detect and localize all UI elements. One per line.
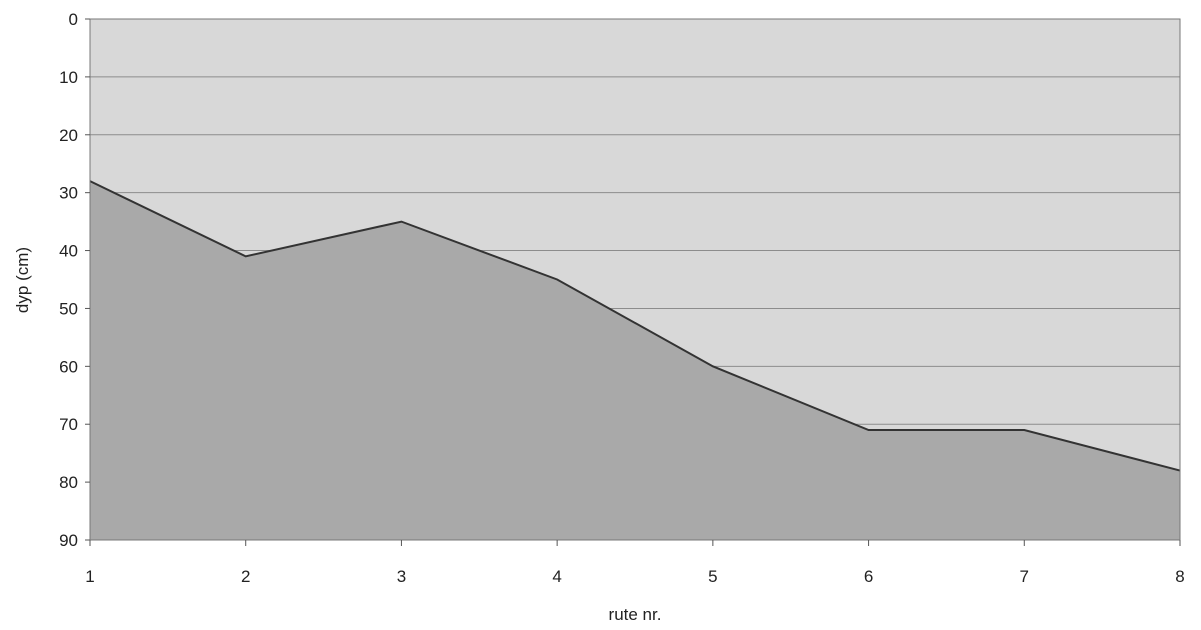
plot-frame <box>89 18 1181 541</box>
x-tick-label: 2 <box>241 567 250 586</box>
y-axis-title: dyp (cm) <box>13 247 32 313</box>
x-tick-label: 3 <box>397 567 406 586</box>
y-tick-label: 20 <box>59 126 78 145</box>
x-axis-title: rute nr. <box>609 605 662 624</box>
y-tick-label: 80 <box>59 473 78 492</box>
y-tick-label: 30 <box>59 184 78 203</box>
depth-series-line <box>89 180 1181 472</box>
x-tick-label: 6 <box>864 567 873 586</box>
depth-area-fill <box>90 181 1180 541</box>
y-tick-label: 70 <box>59 415 78 434</box>
x-tick-labels: 1 2 3 4 5 6 7 8 <box>85 567 1184 586</box>
x-tick-label: 1 <box>85 567 94 586</box>
y-tick-label: 50 <box>59 299 78 318</box>
x-tick-label: 7 <box>1020 567 1029 586</box>
y-tick-label: 10 <box>59 68 78 87</box>
y-tick-label: 60 <box>59 357 78 376</box>
y-tick-label: 0 <box>69 10 78 29</box>
y-tick-label: 90 <box>59 531 78 550</box>
x-tick-label: 5 <box>708 567 717 586</box>
x-tick-label: 4 <box>552 567 561 586</box>
axis-ticks <box>85 18 1181 546</box>
x-tick-label: 8 <box>1175 567 1184 586</box>
y-tick-labels: 0 10 20 30 40 50 60 70 80 90 <box>59 10 78 550</box>
y-tick-label: 40 <box>59 242 78 261</box>
